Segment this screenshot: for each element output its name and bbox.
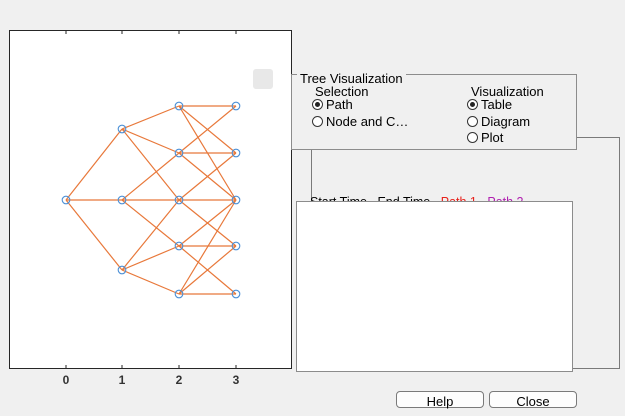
tree-node [117,124,127,134]
tree-visualization-title: Tree Visualization [297,71,406,86]
radio-button-icon[interactable] [467,98,478,110]
tree-node [117,265,127,275]
radio-table[interactable]: Table [467,96,512,112]
radio-button-icon[interactable] [467,115,478,127]
results-table[interactable] [296,201,573,372]
tree-edge [178,152,237,201]
tree-edge [121,245,180,271]
radio-label: Table [481,96,513,112]
radio-plot[interactable]: Plot [467,129,503,145]
tree-node [174,148,184,158]
radio-button-icon[interactable] [467,131,478,143]
tree-edge [121,152,180,201]
radio-button-icon[interactable] [312,115,323,127]
radio-node-and-children[interactable]: Node and C… [312,113,408,129]
x-tick-label: 3 [232,373,240,387]
tree-edge [178,199,237,295]
tree-edge [121,128,180,201]
tree-edge [121,105,180,130]
tree-edge [65,128,123,201]
radio-label: Node and C… [326,113,409,129]
tree-edge [65,199,123,271]
visualization-title: Visualization [471,84,544,99]
tree-edge [178,199,237,247]
tree-node [231,289,241,299]
radio-button-icon[interactable] [312,98,323,110]
tree-node [174,101,184,111]
x-tick-label: 0 [62,373,70,387]
tree-edge [178,245,237,295]
radio-label: Plot [481,129,504,145]
tree-node [231,195,241,205]
tree-edge [121,199,180,271]
tree-edge [121,199,180,247]
tree-node [231,101,241,111]
tree-visualization-group [291,74,577,150]
close-button[interactable]: Close [489,391,577,409]
axes-toolbar-button[interactable] [253,69,273,89]
tree-node [174,289,184,299]
radio-diagram[interactable]: Diagram [467,113,530,129]
help-button[interactable]: Help [396,391,484,409]
tree-edge [178,105,237,154]
tree-node [231,241,241,251]
x-tick-label: 1 [118,373,126,387]
tree-node [61,195,71,205]
tree-node [174,241,184,251]
x-tick-label: 2 [175,373,183,387]
tree-edge [121,269,180,295]
selection-title: Selection [315,84,369,99]
radio-label: Diagram [481,113,531,129]
tree-node [117,195,127,205]
tree-node [231,148,241,158]
tree-node [174,195,184,205]
radio-path[interactable]: Path [312,96,353,112]
radio-label: Path [326,96,353,112]
tree-edge [121,128,180,154]
